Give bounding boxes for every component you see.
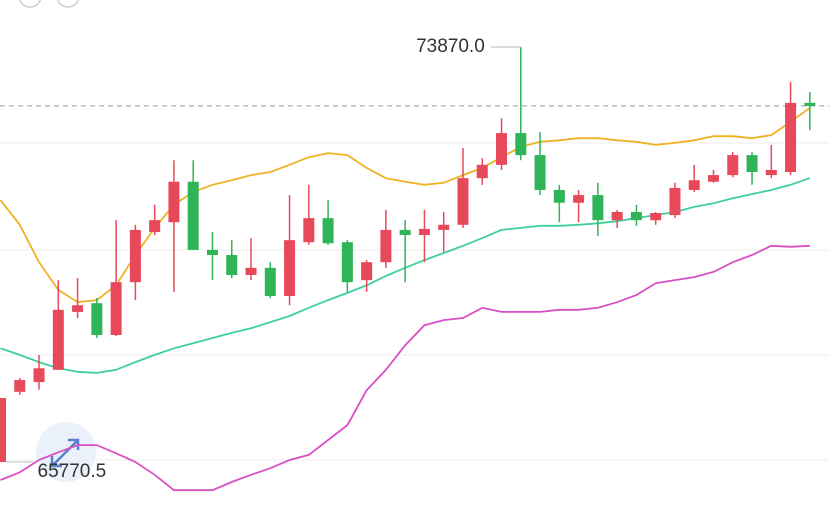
candle-body: [0, 397, 6, 462]
candle-body: [361, 262, 373, 281]
high-label: 73870.0: [416, 36, 485, 57]
candle-body: [669, 187, 681, 216]
candle-body: [206, 249, 218, 256]
candle-body: [380, 229, 392, 263]
candle-body: [226, 255, 238, 276]
zoom-icon: [50, 438, 80, 468]
candle-body: [33, 368, 45, 383]
candle-body: [110, 282, 122, 335]
candle-body: [707, 175, 719, 182]
plot-area: 73870.0 65770.5: [0, 36, 829, 492]
candle-body: [765, 169, 777, 176]
low-label: 65770.5: [38, 461, 107, 482]
candle-body: [187, 181, 199, 250]
toolbar-icon[interactable]: [18, 0, 42, 8]
candle-body: [303, 218, 315, 243]
indicator-line: [0, 244, 810, 492]
candle-body: [785, 102, 797, 173]
candle-body: [264, 267, 276, 297]
candle-body: [457, 178, 469, 225]
candle-body: [438, 224, 450, 230]
candle-body: [553, 189, 565, 203]
candle-body: [168, 181, 180, 223]
candle-body: [611, 211, 623, 221]
candle-body: [149, 220, 161, 232]
candle-body: [399, 229, 411, 236]
candle-body: [496, 133, 508, 165]
candle-body: [650, 213, 662, 221]
toolbar-icon[interactable]: [56, 0, 80, 8]
candle-body: [72, 305, 84, 312]
candle-body: [688, 180, 700, 190]
candle-body: [746, 155, 758, 173]
candle-body: [727, 155, 739, 176]
candle-body: [52, 309, 64, 370]
candle-body: [418, 228, 430, 236]
candle-body: [515, 133, 527, 156]
candle-body: [91, 303, 103, 335]
candle-body: [245, 267, 257, 276]
candle-body: [284, 240, 296, 297]
candle-body: [592, 195, 604, 221]
candle-body: [573, 195, 585, 203]
candle-body: [322, 218, 334, 244]
candle-body: [14, 380, 26, 392]
candle-body: [341, 242, 353, 283]
candle-body: [630, 211, 642, 221]
candle-body: [476, 164, 488, 179]
candle-body: [129, 229, 141, 283]
candle-body: [534, 155, 546, 190]
candle-body: [804, 102, 816, 106]
